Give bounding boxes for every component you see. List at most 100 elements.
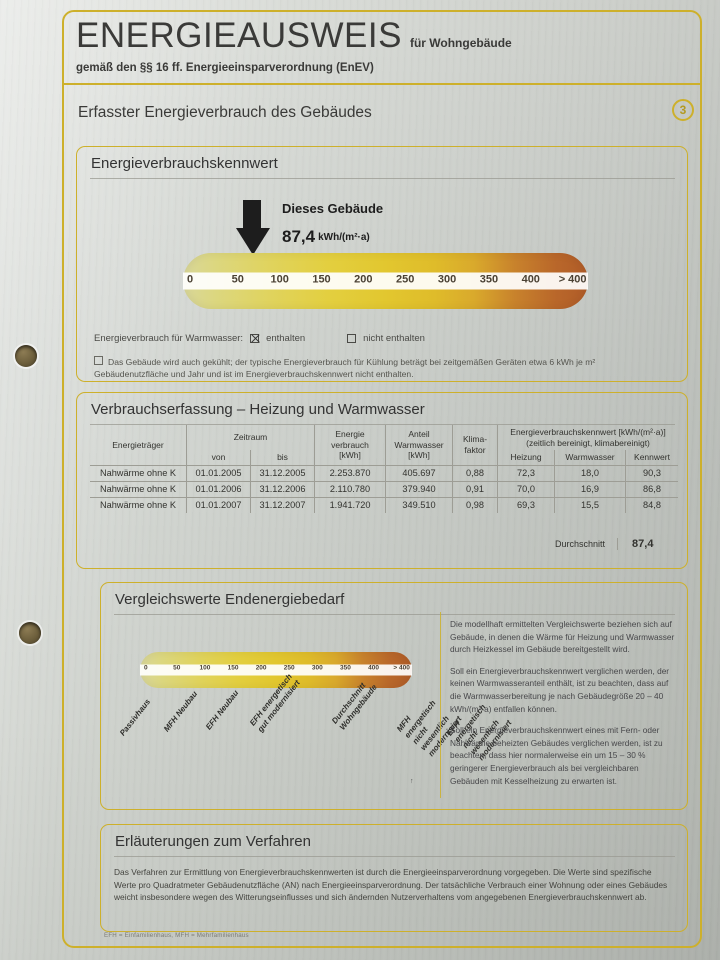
cell-kennwert: 84,8 [625, 496, 678, 513]
cell-von: 01.01.2006 [186, 480, 251, 498]
marker-value-unit: kWh/(m²·a) [318, 232, 370, 243]
page-title: ENERGIEAUSWEIS [76, 16, 402, 55]
cell-anteil_ww: 349.510 [385, 496, 453, 513]
scale-tick-1: 50 [173, 664, 181, 672]
table-row: Nahwärme ohne K 01.01.2006 31.12.2006 2.110… [90, 480, 678, 498]
col-kennwert: Kennwert [625, 450, 678, 466]
scale-tick-6: 300 [311, 664, 323, 672]
scale-tick-9: > 400 [393, 664, 410, 672]
punch-hole-top [15, 345, 37, 367]
category-label-1: MFH Neubau [162, 689, 200, 734]
card-heading-erlaeuterungen: Erläuterungen zum Verfahren [115, 833, 311, 850]
average-row: Durchschnitt 87,4 [555, 538, 653, 550]
cell-heizung: 69,3 [497, 496, 555, 513]
col-warmwasser: Warmwasser [554, 450, 626, 466]
col-zeitraum: Zeitraum [186, 425, 315, 451]
col-energieverbrauch: Energie verbrauch [kWh] [314, 425, 386, 466]
section-title: Erfasster Energieverbrauch des Gebäudes [78, 104, 372, 121]
footnote: EFH = Einfamilienhaus, MFH = Mehrfamilie… [104, 932, 249, 939]
building-marker: Dieses Gebäude 87,4 kWh/(m²·a) [236, 200, 566, 258]
col-klimafaktor: Klima- faktor [452, 425, 498, 466]
col-heizung: Heizung [497, 450, 555, 466]
cell-energieverbrauch: 2.253.870 [314, 464, 386, 482]
cell-energieverbrauch: 1.941.720 [314, 496, 386, 513]
cell-kennwert: 90,3 [625, 464, 678, 482]
scale-tick-strip-comparison: 0 50 100 150 200 250 300 350 400 > 400 [140, 664, 412, 676]
cell-energietraeger: Nahwärme ohne K [90, 464, 187, 482]
scale-tick-0: 0 [144, 664, 148, 672]
cell-anteil_ww: 405.697 [385, 464, 453, 482]
cell-warmwasser: 16,9 [554, 480, 626, 498]
scale-tick-9: > 400 [558, 273, 587, 286]
scale-tick-4: 200 [354, 273, 373, 286]
warmwater-excluded-label: nicht enthalten [363, 333, 425, 344]
card-divider [90, 424, 675, 425]
document-header: ENERGIEAUSWEIS für Wohngebäude gemäß den… [76, 18, 676, 74]
down-arrow-icon [236, 200, 270, 256]
cell-bis: 31.12.2005 [250, 464, 315, 482]
cell-warmwasser: 15,5 [554, 496, 626, 513]
checkbox-cooling[interactable] [94, 356, 103, 365]
table-header-row-2: von bis Heizung Warmwasser Kennwert [90, 450, 678, 466]
card-vergleichswerte: Vergleichswerte Endenergiebedarf [100, 582, 688, 810]
scale-gradient-bar: 0 50 100 150 200 250 300 350 400 > 400 [183, 253, 588, 309]
scale-tick-1: 50 [231, 273, 244, 286]
checkbox-warmwater-excluded[interactable] [347, 334, 357, 343]
cooling-note-text: Das Gebäude wird auch gekühlt; der typis… [94, 357, 596, 380]
card-heading-verbrauch: Verbrauchserfassung – Heizung und Warmwa… [91, 401, 425, 418]
table-head: Energieträger Zeitraum Energie verbrauch… [90, 425, 678, 466]
col-kennwert-group: Energieverbrauchskennwert [kWh/(m²·a)] (… [497, 425, 678, 451]
comparison-paragraph-1: Soll ein Energieverbrauchskennwert vergl… [450, 665, 670, 714]
warmwater-included-label: enthalten [266, 333, 306, 344]
col-energietraeger: Energieträger [112, 439, 164, 450]
erlaeuterungen-body: Das Verfahren zur Ermittlung von Energie… [114, 867, 668, 903]
comparison-paragraph-0: Die modellhaft ermittelten Vergleichswer… [450, 619, 675, 655]
table-row: Nahwärme ohne K 01.01.2005 31.12.2005 2.253… [90, 464, 678, 482]
scale-tick-3: 150 [312, 273, 331, 286]
scale-tick-0: 0 [187, 273, 194, 286]
cell-klimafaktor: 0,88 [452, 464, 498, 482]
scale-tick-5: 250 [283, 664, 295, 672]
card-heading-kennwert: Energieverbrauchskennwert [91, 155, 278, 172]
comparison-marker: ↑ [410, 778, 414, 785]
warmwater-checkbox-row: Energieverbrauch für Warmwasser: enthalt… [94, 333, 425, 344]
cell-energieverbrauch: 2.110.780 [314, 480, 386, 498]
card-energieverbrauchskennwert: Energieverbrauchskennwert [76, 146, 688, 382]
average-value: 87,4 [617, 538, 653, 550]
consumption-table: Energieträger Zeitraum Energie verbrauch… [90, 425, 678, 513]
marker-value-number: 87,4 [282, 227, 316, 246]
scale-tick-7: 350 [479, 273, 499, 286]
page-subtitle: für Wohngebäude [409, 36, 512, 50]
scale-tick-strip: 0 50 100 150 200 250 300 350 400 > 400 [183, 272, 588, 290]
header-divider [62, 83, 702, 85]
card-verbrauchserfassung: Verbrauchserfassung – Heizung und Warmwa… [76, 392, 688, 569]
warmwater-label: Energieverbrauch für Warmwasser: [94, 333, 244, 344]
card-erlaeuterungen: Erläuterungen zum Verfahren [100, 824, 688, 932]
punch-hole-bottom [19, 622, 41, 644]
col-von: von [186, 450, 251, 466]
scale-tick-3: 150 [227, 664, 239, 672]
scale-tick-8: 400 [368, 664, 379, 672]
table-row: Nahwärme ohne K 01.01.2007 31.12.2007 1.941… [90, 496, 678, 513]
col-bis: bis [250, 450, 315, 466]
table-body: Nahwärme ohne K 01.01.2005 31.12.2005 2.253… [90, 464, 678, 513]
document-frame [62, 10, 702, 948]
cell-anteil_ww: 379.940 [385, 480, 453, 498]
card-divider [114, 614, 675, 615]
average-label: Durchschnitt [555, 539, 606, 549]
table-header-row-1: Energieträger Zeitraum Energie verbrauch… [90, 425, 678, 466]
card-divider [114, 856, 675, 857]
page-number-badge: 3 [672, 99, 694, 121]
cell-kennwert: 86,8 [625, 480, 678, 498]
scale-tick-4: 200 [255, 664, 267, 672]
comparison-explanation: Die modellhaft ermittelten Vergleichswer… [450, 618, 678, 796]
scale-tick-8: 400 [521, 273, 540, 286]
scale-tick-2: 100 [270, 273, 289, 286]
vertical-divider [440, 612, 441, 798]
scale-tick-6: 300 [437, 273, 457, 286]
cell-bis: 31.12.2006 [250, 480, 315, 498]
checkbox-warmwater-included[interactable] [250, 334, 260, 343]
category-label-0: Passivhaus [118, 697, 153, 738]
cell-von: 01.01.2005 [186, 464, 251, 482]
comparison-paragraph-2: Soll ein Energieverbrauchskennwert eines… [450, 725, 663, 786]
